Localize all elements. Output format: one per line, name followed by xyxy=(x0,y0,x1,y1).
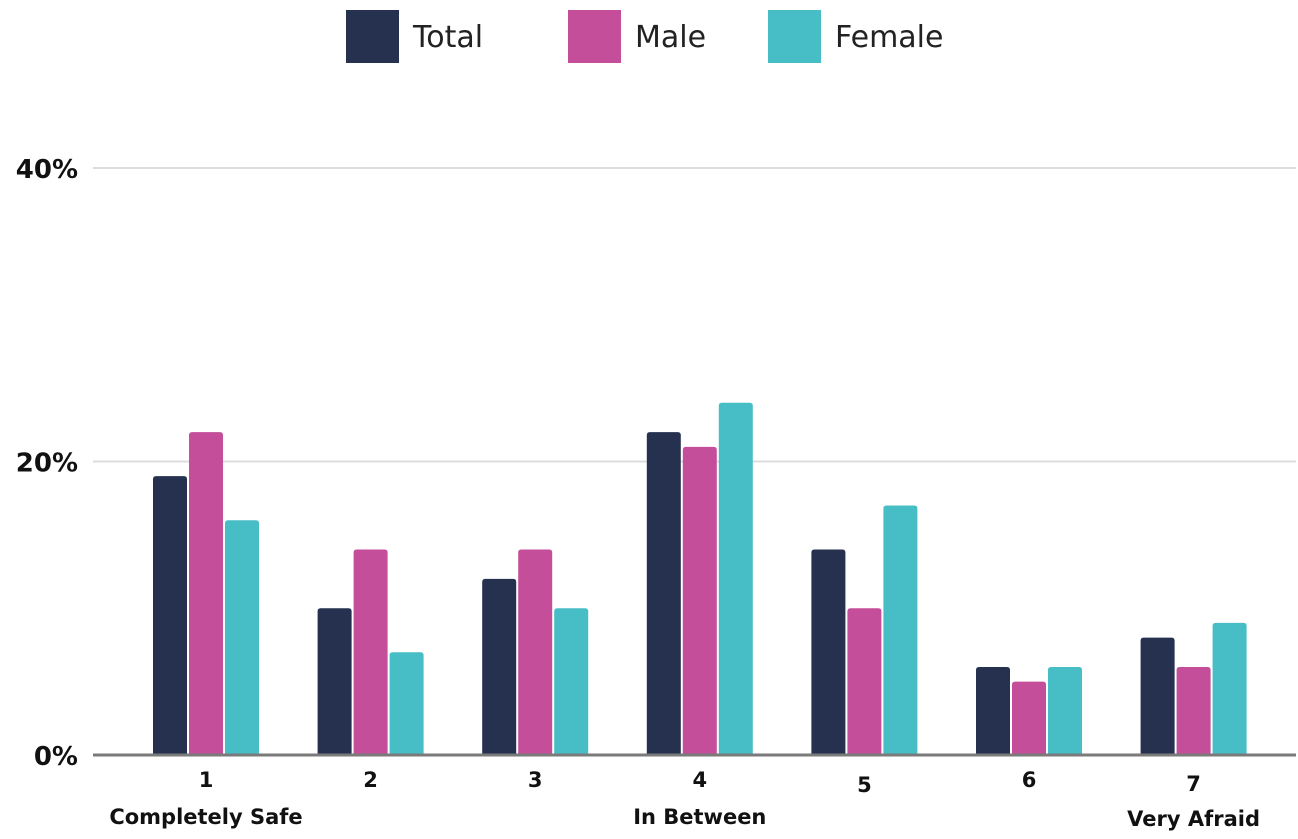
bar-total-5 xyxy=(811,549,846,755)
x-tick-label: 5 xyxy=(857,773,872,797)
x-tick-label: 3 xyxy=(528,768,543,792)
bar-female-1 xyxy=(225,520,259,755)
bar-male-2 xyxy=(353,549,388,755)
bar-total-4 xyxy=(646,432,681,755)
x-tick-label: 1 xyxy=(199,768,214,792)
x-tick-label: 2 xyxy=(363,768,378,792)
x-axis-tick-labels: 1 Completely Safe 2 3 4 In Between 5 6 7 Very Afr… xyxy=(109,768,1260,831)
bar-male-4 xyxy=(682,446,717,755)
y-axis-tick-labels: 0% 20% 40% xyxy=(16,155,78,772)
x-category-sublabel: Very Afraid xyxy=(1127,807,1260,831)
bar-female-7 xyxy=(1212,622,1247,755)
bars xyxy=(153,402,1247,755)
bar-total-6 xyxy=(976,666,1010,755)
bar-male-6 xyxy=(1012,681,1046,755)
legend-label-female: Female xyxy=(835,20,943,55)
gridlines xyxy=(93,167,1296,463)
legend-swatch-female xyxy=(768,10,821,63)
x-tick-label: 6 xyxy=(1022,768,1037,792)
y-tick-label: 40% xyxy=(16,155,78,185)
bar-female-6 xyxy=(1048,666,1082,755)
bar-male-7 xyxy=(1176,666,1211,755)
bar-total-3 xyxy=(482,578,517,755)
y-tick-label: 20% xyxy=(16,449,78,479)
y-tick-label: 0% xyxy=(34,742,78,772)
legend-label-male: Male xyxy=(635,20,706,55)
bar-total-1 xyxy=(153,476,187,755)
legend-swatch-total xyxy=(346,10,399,63)
bar-male-3 xyxy=(518,549,553,755)
bar-female-4 xyxy=(718,402,753,755)
x-tick-label: 7 xyxy=(1186,772,1201,796)
x-category-sublabel: In Between xyxy=(633,805,766,829)
bar-total-2 xyxy=(317,608,352,755)
bar-total-7 xyxy=(1140,637,1175,755)
legend-label-total: Total xyxy=(412,20,483,55)
bar-female-2 xyxy=(389,652,424,755)
legend-swatch-male xyxy=(568,10,621,63)
bar-female-3 xyxy=(554,608,589,755)
bar-male-5 xyxy=(847,608,882,755)
bar-male-1 xyxy=(189,432,223,755)
x-category-sublabel: Completely Safe xyxy=(109,805,302,829)
x-tick-label: 4 xyxy=(692,768,707,792)
legend: Total Male Female xyxy=(346,10,943,63)
bar-female-5 xyxy=(883,505,918,755)
